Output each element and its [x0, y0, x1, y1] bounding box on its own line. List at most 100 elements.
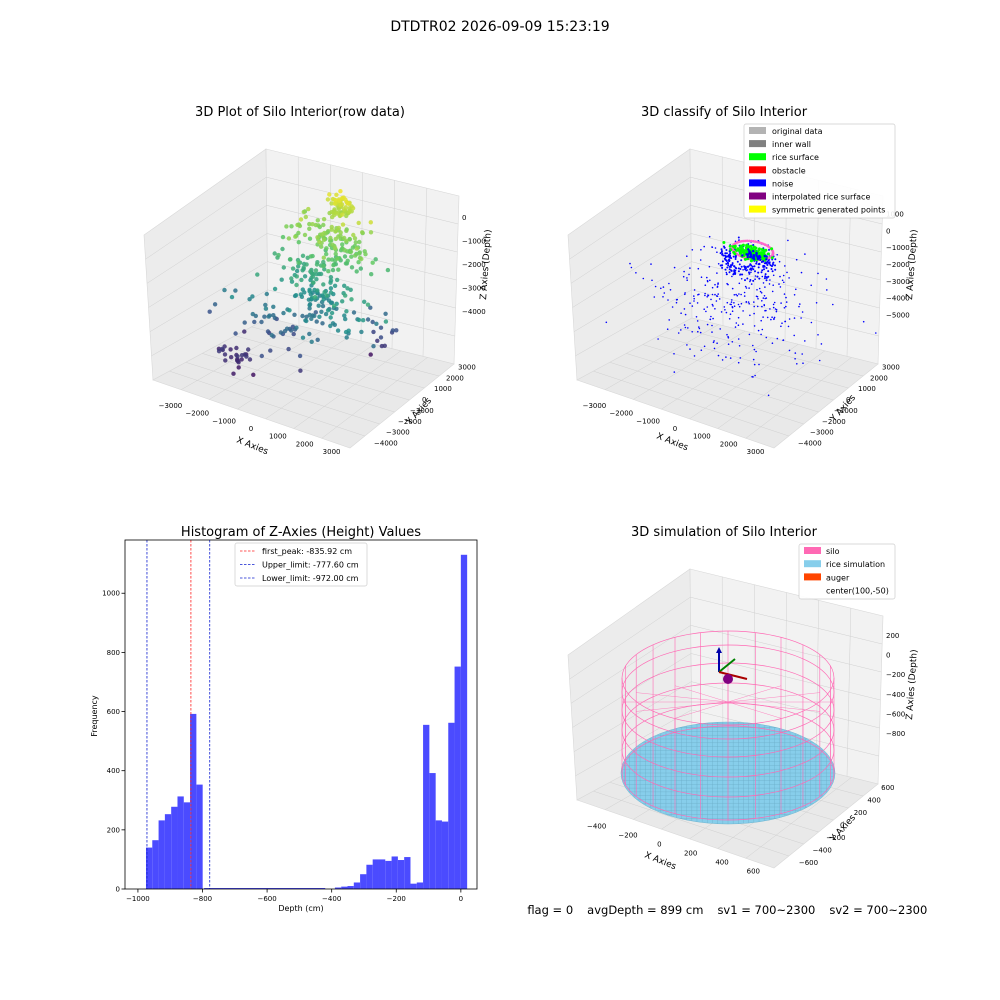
noise-point [752, 249, 755, 253]
raw-data-point [298, 292, 304, 297]
panel-histogram: Histogram of Z-Axies (Height) Values −10… [90, 525, 478, 913]
noise-point [781, 279, 784, 282]
z-tick-label: −600 [886, 711, 905, 719]
raw-data-point [365, 302, 371, 307]
noise-point [773, 316, 776, 319]
noise-point [724, 258, 727, 261]
noise-point [733, 269, 736, 272]
histogram-bar [177, 796, 184, 889]
raw-data-point [345, 201, 350, 206]
noise-point [724, 268, 727, 271]
raw-data-point [287, 308, 292, 313]
simulation-title: 3D simulation of Silo Interior [631, 525, 818, 540]
noise-point [721, 260, 724, 263]
classify-plot-points [605, 235, 877, 397]
raw-data-point [307, 312, 312, 318]
raw-data-point [328, 286, 334, 291]
noise-point [779, 286, 782, 288]
raw-data-point [312, 313, 317, 319]
histogram-bar [196, 784, 203, 889]
noise-point [761, 269, 764, 272]
noise-point [663, 292, 666, 294]
noise-point [745, 287, 748, 289]
noise-point [684, 293, 686, 296]
noise-point [673, 353, 675, 355]
noise-point [693, 295, 695, 297]
raw-data-point [301, 265, 306, 270]
noise-point [708, 235, 711, 238]
raw-data-point [328, 290, 334, 295]
raw-data-point [313, 222, 319, 228]
raw-data-point [298, 368, 303, 373]
histogram-ylabel: Frequency [90, 695, 99, 737]
noise-point [760, 319, 762, 322]
noise-point [700, 276, 703, 279]
z-tick-label: −200 [886, 671, 905, 679]
raw-data-point [247, 357, 253, 362]
noise-point [686, 255, 688, 257]
raw-data-point [351, 232, 356, 238]
noise-point [740, 265, 743, 268]
raw-data-point [338, 202, 343, 207]
noise-point [773, 318, 775, 321]
y-tick-label: 1000 [858, 385, 876, 393]
raw-data-point [299, 277, 304, 283]
raw-data-point [349, 265, 355, 270]
noise-point [731, 341, 734, 343]
raw-data-point [319, 309, 324, 314]
rice-surface-point [732, 245, 735, 248]
noise-point [718, 298, 721, 300]
x-tick-label: −2000 [185, 410, 209, 418]
noise-point [714, 247, 717, 249]
y-tick-label: −4000 [374, 440, 398, 448]
noise-point [753, 265, 756, 268]
raw-data-point [287, 257, 293, 262]
noise-point [815, 302, 818, 304]
box-floor-pane [152, 317, 455, 449]
noise-point [733, 305, 736, 308]
interpolated-rice-point [747, 239, 751, 243]
raw-data-point [343, 316, 348, 322]
noise-point [699, 259, 702, 261]
y-tick-label: 3000 [882, 363, 900, 371]
raw-data-point [281, 265, 286, 270]
raw-data-point [242, 320, 247, 325]
noise-point [753, 348, 756, 351]
histogram-bar [385, 860, 392, 889]
raw-data-point [329, 257, 335, 262]
raw-data-point [321, 217, 327, 222]
noise-point [780, 302, 782, 304]
noise-point [770, 318, 772, 321]
noise-point [752, 279, 755, 282]
legend-label: original data [772, 127, 823, 136]
y-tick-label: −1000 [834, 407, 858, 415]
noise-point [700, 249, 702, 251]
noise-point [686, 344, 688, 346]
noise-point [733, 302, 735, 304]
noise-point [673, 266, 676, 269]
left-grid-line [148, 233, 268, 308]
figure-suptitle: DTDTR02 2026-09-09 15:23:19 [390, 19, 609, 35]
noise-point [774, 268, 777, 271]
raw-data-point [335, 328, 341, 333]
legend-swatch [749, 205, 766, 213]
raw-data-point [223, 358, 228, 363]
raw-data-point [265, 329, 271, 334]
noise-point [731, 299, 733, 301]
raw-data-point [272, 286, 278, 292]
raw-data-point [354, 269, 359, 274]
noise-point [737, 361, 740, 364]
histogram-bar [171, 806, 178, 889]
auger-axis-y [718, 658, 736, 673]
noise-point [778, 260, 781, 263]
noise-point [800, 317, 802, 319]
histogram-bar [353, 882, 361, 889]
noise-point [662, 296, 664, 298]
legend-label: rice simulation [826, 560, 885, 569]
legend-swatch [749, 127, 766, 134]
y-tick-label: 2000 [870, 374, 888, 382]
noise-point [753, 305, 755, 308]
noise-point [728, 255, 731, 258]
noise-point [699, 331, 702, 334]
raw-data-point [276, 252, 281, 258]
